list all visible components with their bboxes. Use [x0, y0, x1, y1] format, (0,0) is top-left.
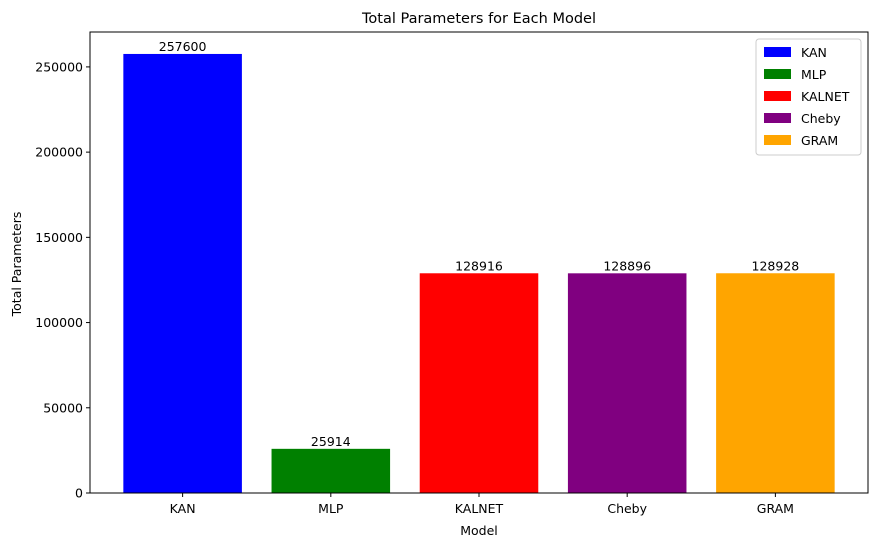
legend-swatch-cheby — [764, 113, 791, 123]
legend-frame — [755, 38, 862, 156]
y-tick-label: 50000 — [43, 400, 83, 415]
y-tick-label: 200000 — [35, 145, 83, 160]
bar-value-label: 25914 — [311, 434, 351, 449]
bar-value-label: 128916 — [455, 258, 503, 273]
bar-value-label: 257600 — [159, 39, 207, 54]
x-tick-label: KAN — [170, 501, 196, 516]
legend-swatch-gram — [764, 135, 791, 145]
bar-kan — [123, 53, 242, 493]
y-tick-label: 100000 — [35, 315, 83, 330]
bar-gram — [716, 273, 835, 493]
x-tick-label: KALNET — [455, 501, 504, 516]
bar-value-label: 128896 — [603, 258, 651, 273]
legend-swatch-kan — [764, 47, 791, 57]
bar-value-label: 128928 — [752, 258, 800, 273]
legend-label: GRAM — [801, 133, 838, 148]
legend-label: KAN — [801, 45, 827, 60]
x-tick-label: GRAM — [757, 501, 794, 516]
y-tick-label: 250000 — [35, 59, 83, 74]
y-tick-label: 150000 — [35, 230, 83, 245]
y-axis-label: Total Parameters — [9, 212, 24, 318]
y-tick-label: 0 — [75, 486, 83, 501]
legend-swatch-kalnet — [764, 91, 791, 101]
plot-area: 257600 25914 128916 128896 128928 0 50000 10000… — [35, 31, 869, 516]
legend-label: KALNET — [801, 89, 850, 104]
x-axis-label: Model — [460, 523, 498, 538]
legend-label: Cheby — [801, 111, 841, 126]
bar-kalnet — [419, 273, 539, 493]
legend-swatch-mlp — [764, 69, 791, 79]
chart-title: Total Parameters for Each Model — [361, 11, 596, 27]
legend: KAN MLP KALNET Cheby GRAM — [755, 38, 862, 156]
x-tick-label: Cheby — [607, 501, 647, 516]
legend-label: MLP — [801, 67, 827, 82]
bar-cheby — [567, 273, 687, 493]
x-tick-label: MLP — [318, 501, 344, 516]
bar-mlp — [271, 448, 391, 493]
